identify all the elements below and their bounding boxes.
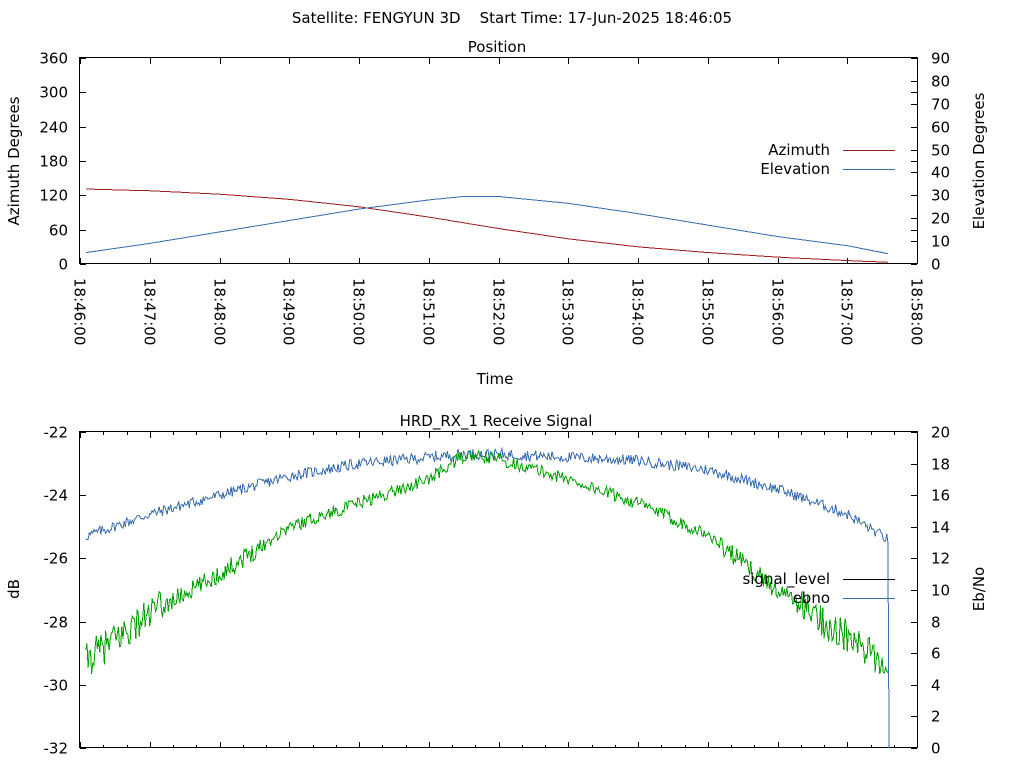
y-tick-label: 60 (49, 222, 68, 240)
position-chart: Position Azimuth Degrees Elevation Degre… (5, 38, 988, 388)
y2-tick-label: 20 (931, 210, 950, 228)
y-tick-label: -22 (44, 424, 69, 442)
receive-signal-y-ticks: -32 -30 -28 -26 -24 -22 (44, 424, 917, 758)
y-tick-label: 120 (39, 187, 68, 205)
y-tick-label: 0 (58, 256, 68, 274)
position-y2-ticks: 0 10 20 30 40 50 60 70 80 90 (911, 50, 950, 274)
y-tick-label: -28 (44, 614, 69, 632)
x-tick-label: 18:47:00 (141, 278, 159, 345)
y2-tick-label: 30 (931, 187, 950, 205)
y2-tick-label: 16 (931, 487, 950, 505)
y2-tick-label: 0 (931, 740, 941, 758)
position-y-ticks: 0 60 120 180 240 300 360 (39, 50, 917, 274)
legend-label-elevation: Elevation (760, 160, 830, 178)
y2-tick-label: 4 (931, 677, 941, 695)
series-line-signal-level (85, 446, 890, 749)
y2-tick-label: 10 (931, 233, 950, 251)
x-tick-label: 18:55:00 (699, 278, 717, 345)
position-series (85, 188, 889, 263)
position-chart-title: Position (468, 38, 526, 56)
y2-tick-label: 12 (931, 550, 950, 568)
receive-signal-y2-ticks: 0 2 4 6 8 10 12 14 16 18 20 (911, 424, 950, 758)
x-tick-label: 18:57:00 (838, 278, 856, 345)
receive-signal-chart: HRD_RX_1 Receive Signal dB Eb/No -32-30-… (5, 412, 988, 758)
position-x-ticks: 18:46:00 18:47:00 18:48:00 18:49:00 18:50:00… (71, 58, 926, 345)
y2-tick-label: 14 (931, 519, 950, 537)
x-tick-label: 18:48:00 (211, 278, 229, 345)
position-y2-axis-label: Elevation Degrees (970, 92, 988, 229)
y2-tick-label: 80 (931, 73, 950, 91)
y2-tick-label: 90 (931, 50, 950, 68)
series-line-azimuth (85, 188, 888, 263)
page-title: Satellite: FENGYUN 3D Start Time: 17-Jun… (292, 9, 732, 27)
x-tick-label: 18:52:00 (490, 278, 508, 345)
x-tick-label: 18:49:00 (280, 278, 298, 345)
series-line-elevation (85, 196, 889, 255)
legend-label-ebno: ebno (793, 589, 830, 607)
y2-tick-label: 8 (931, 614, 941, 632)
y2-tick-label: 2 (931, 708, 941, 726)
y2-tick-label: 18 (931, 456, 950, 474)
x-tick-label: 18:51:00 (420, 278, 438, 345)
y-tick-label: 360 (39, 50, 68, 68)
y2-tick-label: 10 (931, 582, 950, 600)
y-tick-label: -30 (44, 677, 69, 695)
y-tick-label: 240 (39, 119, 68, 137)
x-tick-label: 18:54:00 (629, 278, 647, 345)
x-tick-label: 18:58:00 (908, 278, 926, 345)
y2-tick-label: 6 (931, 645, 941, 663)
y-tick-label: 180 (39, 153, 68, 171)
y2-tick-label: 60 (931, 119, 950, 137)
receive-signal-x-ticks (80, 432, 918, 748)
y2-tick-label: 70 (931, 96, 950, 114)
x-tick-label: 18:50:00 (350, 278, 368, 345)
y2-tick-label: 40 (931, 164, 950, 182)
position-plot-frame (79, 57, 918, 264)
position-x-axis-label: Time (476, 370, 514, 388)
receive-signal-y2-axis-label: Eb/No (970, 567, 988, 611)
x-tick-label: 18:53:00 (559, 278, 577, 345)
y2-tick-label: 0 (931, 256, 941, 274)
receive-signal-y-axis-label: dB (5, 579, 23, 599)
receive-signal-plot-frame (79, 431, 918, 748)
y2-tick-label: 50 (931, 142, 950, 160)
x-tick-label: 18:56:00 (769, 278, 787, 345)
y-tick-label: -24 (44, 487, 69, 505)
y2-tick-label: 20 (931, 424, 950, 442)
y-tick-label: -32 (44, 740, 69, 758)
series-line-ebno (85, 449, 889, 675)
legend-label-azimuth: Azimuth (768, 141, 830, 159)
y-tick-label: 300 (39, 84, 68, 102)
legend-label-signal-level: signal_level (742, 570, 830, 589)
x-tick-label: 18:46:00 (71, 278, 89, 345)
y-tick-label: -26 (44, 550, 69, 568)
receive-signal-chart-title: HRD_RX_1 Receive Signal (400, 412, 593, 431)
position-y-axis-label: Azimuth Degrees (5, 96, 23, 225)
receive-signal-series (85, 446, 890, 749)
